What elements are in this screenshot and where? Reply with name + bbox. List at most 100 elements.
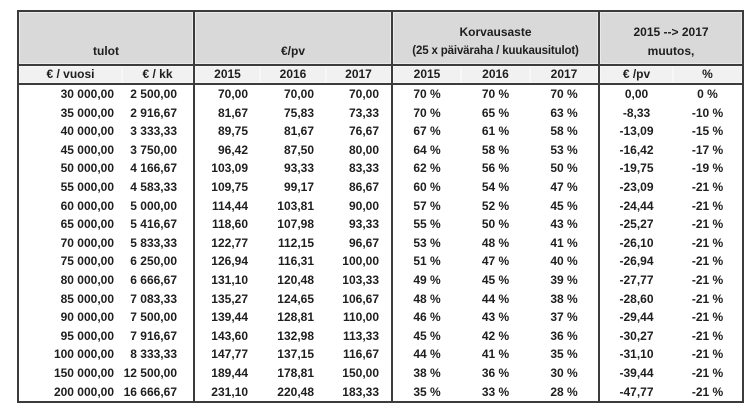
cell-r2-c8: -13,09 <box>598 122 674 141</box>
cell-r15-c6: 36 % <box>461 363 530 383</box>
group-header-eur-per-day: €/pv <box>193 11 392 66</box>
cell-r11-c2: 135,27 <box>193 289 260 309</box>
cell-r15-c9: -21 % <box>673 363 744 383</box>
group-eur-per-day-label: €/pv <box>280 44 305 58</box>
column-header-row: € / vuosi € / kk 2015 2016 2017 2015 201… <box>18 65 744 85</box>
cell-r13-c1: 7 916,67 <box>122 326 194 346</box>
col-header-eur-kk: € / kk <box>122 65 194 85</box>
table-row: 55 000,00 4 583,33 109,75 99,17 86,67 60 % 54 … <box>18 177 744 197</box>
cell-r8-c4: 96,67 <box>326 233 392 253</box>
cell-r15-c7: 30 % <box>530 363 600 383</box>
cell-r10-c4: 103,33 <box>326 270 392 290</box>
cell-r14-c4: 116,67 <box>326 345 392 364</box>
cell-r10-c0: 80 000,00 <box>18 270 122 290</box>
cell-r5-c3: 99,17 <box>260 177 326 197</box>
cell-r1-c1: 2 916,67 <box>122 103 194 123</box>
cell-r5-c4: 86,67 <box>326 177 392 197</box>
cell-r16-c6: 33 % <box>461 382 530 403</box>
cell-r9-c5: 51 % <box>391 252 461 271</box>
cell-r10-c9: -21 % <box>673 270 744 290</box>
cell-r7-c4: 93,33 <box>326 215 392 234</box>
cell-r5-c0: 55 000,00 <box>18 177 122 197</box>
cell-r13-c5: 45 % <box>391 326 461 346</box>
cell-r4-c6: 56 % <box>461 159 530 178</box>
group-header-muutos: 2015 --> 2017 muutos, <box>598 11 744 66</box>
cell-r15-c4: 150,00 <box>326 363 392 383</box>
col-header-muutos-eur-pv: € /pv <box>598 65 674 85</box>
cell-r7-c7: 43 % <box>530 215 600 234</box>
cell-r14-c6: 41 % <box>461 345 530 364</box>
cell-r7-c5: 55 % <box>391 215 461 234</box>
cell-r16-c2: 231,10 <box>193 382 260 403</box>
cell-r14-c2: 147,77 <box>193 345 260 364</box>
cell-r13-c8: -30,27 <box>598 326 674 346</box>
cell-r11-c0: 85 000,00 <box>18 289 122 309</box>
col-header-pv-2016: 2016 <box>260 65 326 85</box>
cell-r0-c8: 0,00 <box>598 84 674 104</box>
cell-r3-c3: 87,50 <box>260 140 326 160</box>
cell-r15-c5: 38 % <box>391 363 461 383</box>
cell-r4-c5: 62 % <box>391 159 461 178</box>
cell-r1-c8: -8,33 <box>598 103 674 123</box>
cell-r0-c7: 70 % <box>530 84 600 104</box>
table-row: 150 000,00 12 500,00 189,44 178,81 150,00 38 … <box>18 363 744 383</box>
cell-r1-c5: 70 % <box>391 103 461 123</box>
cell-r10-c5: 49 % <box>391 270 461 290</box>
cell-r9-c6: 47 % <box>461 252 530 271</box>
cell-r10-c2: 131,10 <box>193 270 260 290</box>
cell-r14-c9: -21 % <box>673 345 744 364</box>
cell-r6-c7: 45 % <box>530 196 600 216</box>
cell-r3-c9: -17 % <box>673 140 744 160</box>
cell-r16-c3: 220,48 <box>260 382 326 403</box>
cell-r3-c8: -16,42 <box>598 140 674 160</box>
cell-r10-c6: 45 % <box>461 270 530 290</box>
cell-r14-c1: 8 333,33 <box>122 345 194 364</box>
cell-r4-c4: 83,33 <box>326 159 392 178</box>
cell-r5-c1: 4 583,33 <box>122 177 194 197</box>
cell-r6-c5: 57 % <box>391 196 461 216</box>
cell-r8-c8: -26,10 <box>598 233 674 253</box>
cell-r3-c5: 64 % <box>391 140 461 160</box>
cell-r7-c3: 107,98 <box>260 215 326 234</box>
cell-r10-c8: -27,77 <box>598 270 674 290</box>
cell-r12-c1: 7 500,00 <box>122 308 194 327</box>
cell-r16-c4: 183,33 <box>326 382 392 403</box>
cell-r13-c9: -21 % <box>673 326 744 346</box>
cell-r14-c3: 137,15 <box>260 345 326 364</box>
cell-r0-c0: 30 000,00 <box>18 84 122 104</box>
cell-r9-c0: 75 000,00 <box>18 252 122 271</box>
cell-r10-c7: 39 % <box>530 270 600 290</box>
cell-r6-c4: 90,00 <box>326 196 392 216</box>
cell-r9-c2: 126,94 <box>193 252 260 271</box>
cell-r0-c3: 70,00 <box>260 84 326 104</box>
cell-r4-c3: 93,33 <box>260 159 326 178</box>
cell-r5-c5: 60 % <box>391 177 461 197</box>
cell-r2-c6: 61 % <box>461 122 530 141</box>
cell-r8-c2: 122,77 <box>193 233 260 253</box>
cell-r5-c6: 54 % <box>461 177 530 197</box>
table-row: 35 000,00 2 916,67 81,67 75,83 73,33 70 % 65 %… <box>18 103 744 123</box>
col-header-muutos-pct: % <box>673 65 744 85</box>
cell-r3-c4: 80,00 <box>326 140 392 160</box>
cell-r15-c3: 178,81 <box>260 363 326 383</box>
cell-r8-c3: 112,15 <box>260 233 326 253</box>
benefit-table: tulot €/pv Korvausaste (25 x päiväraha /… <box>17 10 745 404</box>
cell-r3-c7: 53 % <box>530 140 600 160</box>
cell-r13-c6: 42 % <box>461 326 530 346</box>
cell-r3-c2: 96,42 <box>193 140 260 160</box>
cell-r11-c6: 44 % <box>461 289 530 309</box>
cell-r16-c7: 28 % <box>530 382 600 403</box>
table-row: 200 000,00 16 666,67 231,10 220,48 183,33 35 … <box>18 382 744 403</box>
col-header-eur-vuosi: € / vuosi <box>18 65 122 85</box>
cell-r8-c5: 53 % <box>391 233 461 253</box>
cell-r4-c7: 50 % <box>530 159 600 178</box>
cell-r5-c7: 47 % <box>530 177 600 197</box>
table-row: 45 000,00 3 750,00 96,42 87,50 80,00 64 % 58 %… <box>18 140 744 160</box>
benefit-table-wrapper: tulot €/pv Korvausaste (25 x päiväraha /… <box>17 10 745 404</box>
cell-r6-c6: 52 % <box>461 196 530 216</box>
cell-r1-c4: 73,33 <box>326 103 392 123</box>
cell-r4-c0: 50 000,00 <box>18 159 122 178</box>
table-row: 65 000,00 5 416,67 118,60 107,98 93,33 55 % 50… <box>18 215 744 234</box>
cell-r7-c9: -21 % <box>673 215 744 234</box>
